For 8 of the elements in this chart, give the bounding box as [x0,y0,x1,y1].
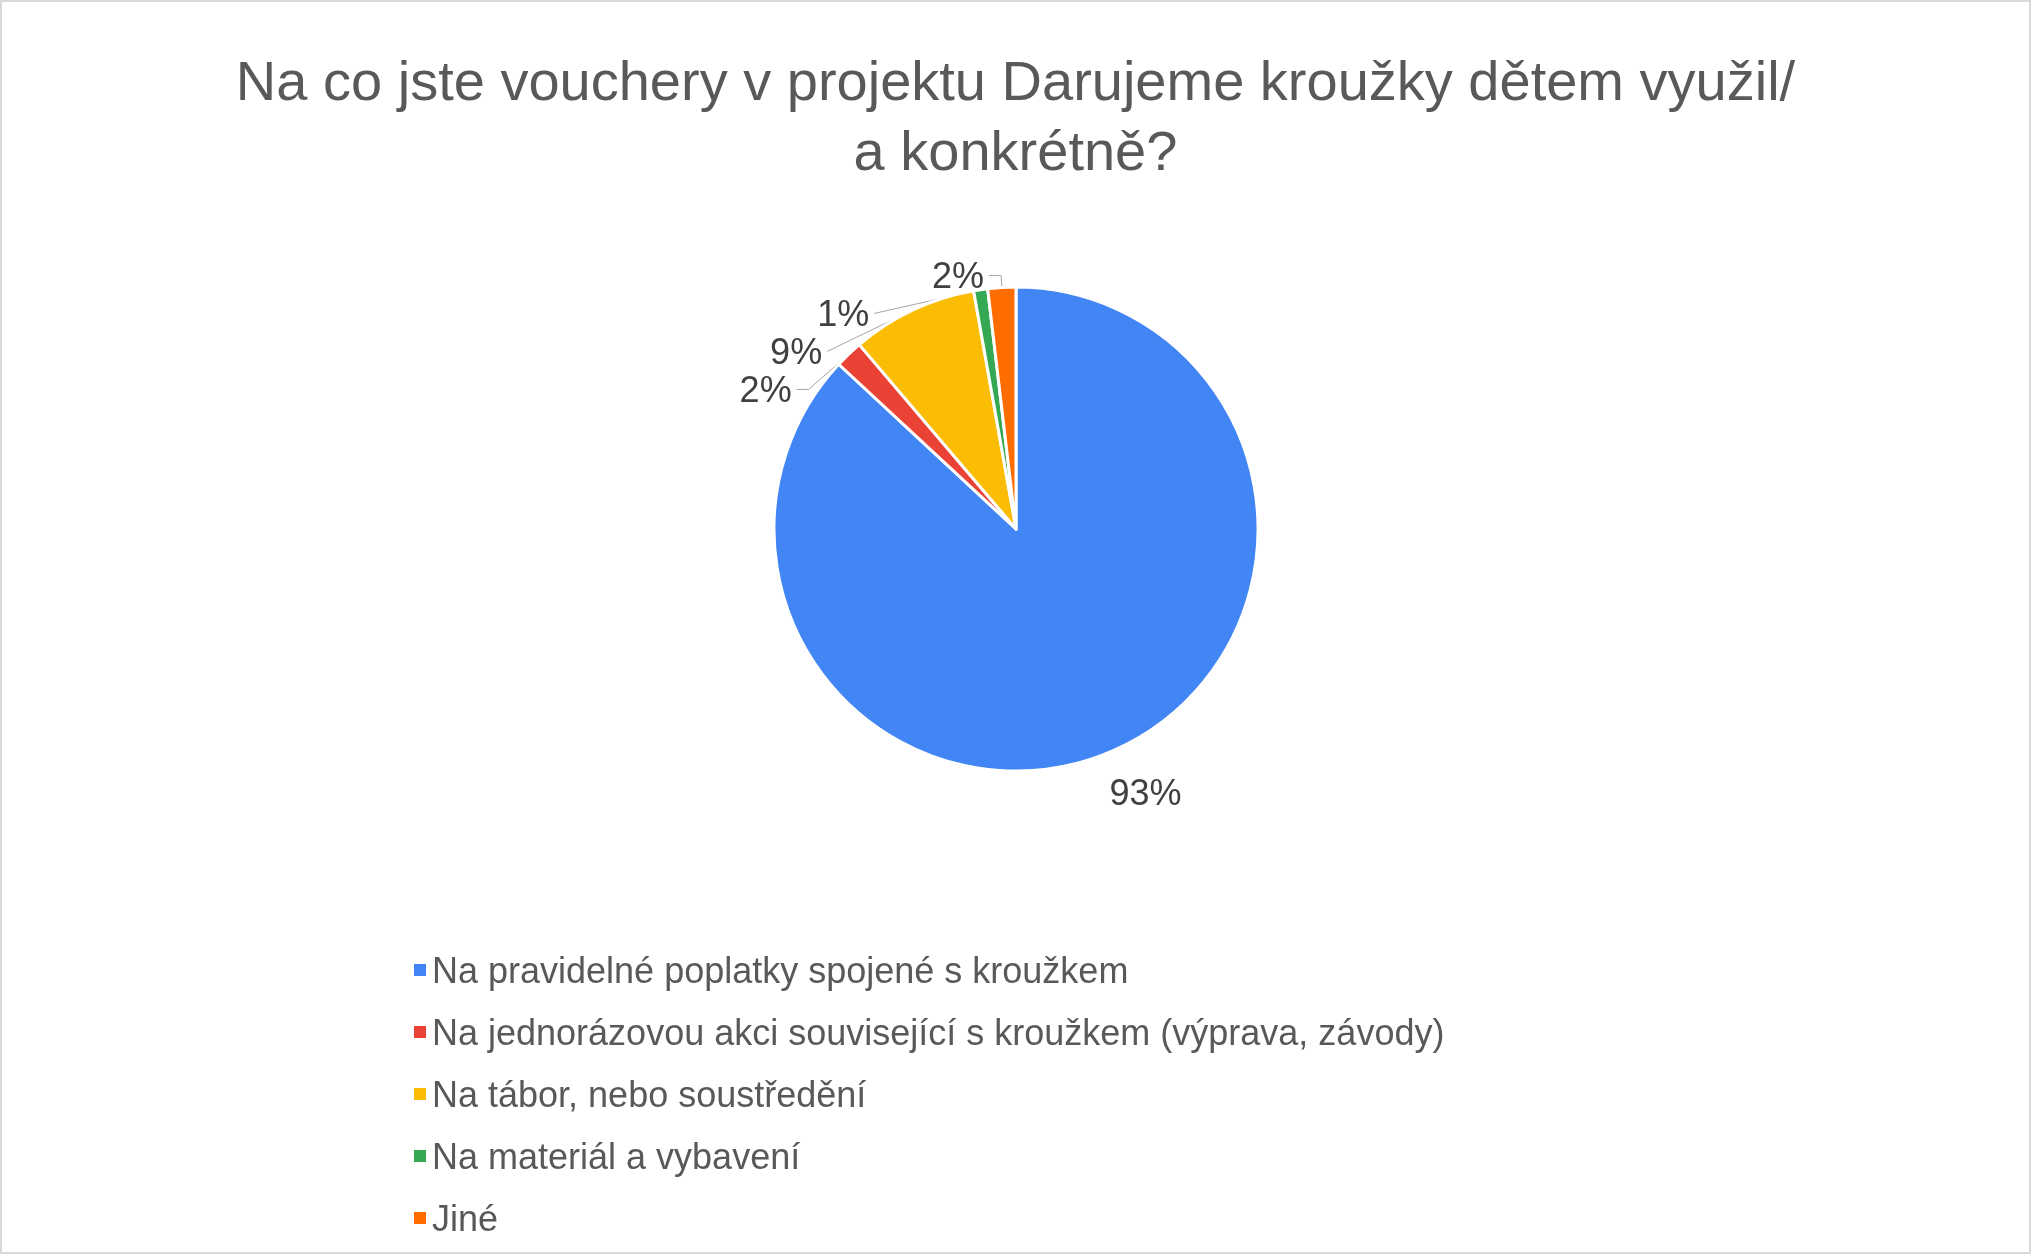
legend-label: Na pravidelné poplatky spojené s kroužkem [432,949,1129,991]
legend-label: Jiné [432,1197,499,1239]
legend-label: Na jednorázovou akci související s kroužkem (výprava, závody) [432,1011,1445,1053]
legend-label: Na materiál a vybavení [432,1135,801,1177]
data-label: 2% [932,254,985,296]
data-label: 93% [1109,772,1182,814]
legend-label: Na tábor, nebo soustředění [432,1073,867,1115]
chart-title: Na co jste vouchery v projektu Darujeme kroužky dětem využil/a konkrétně? [235,48,1796,182]
